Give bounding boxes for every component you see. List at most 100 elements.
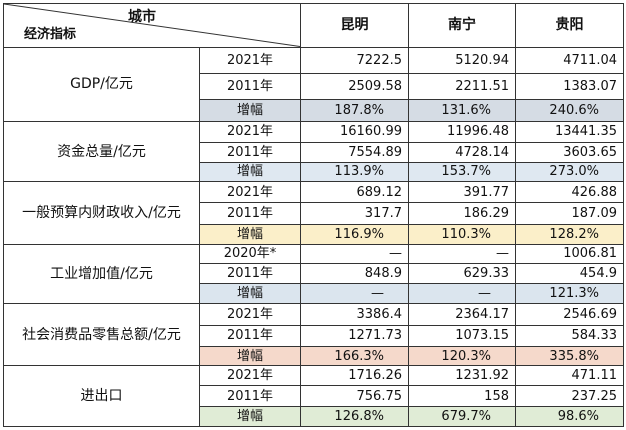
growth-value: 187.8% [300,99,409,123]
value-cell: 584.33 [515,324,624,347]
city-header-guiyang: 贵阳 [515,3,624,48]
year-label: 2011年 [199,262,301,285]
growth-label: 增幅 [199,223,301,245]
table-row: 2011年 1271.73 1073.15 584.33 [4,324,624,347]
value-cell: 756.75 [300,385,409,407]
value-cell: 1006.81 [515,243,624,264]
year-label: 2021年 [199,303,301,326]
year-label: 2011年 [199,324,301,347]
value-cell: 1231.92 [408,365,516,387]
growth-value: 126.8% [300,405,409,428]
year-label: 2011年 [199,202,301,225]
table-row: 2011年 317.7 186.29 187.09 [4,202,624,225]
city-header-kunming: 昆明 [300,3,409,48]
value-cell: 1383.07 [515,72,624,101]
value-cell: 689.12 [300,181,409,204]
indicator-label: 社会消费品零售总额/亿元 [3,303,200,367]
value-cell: 158 [408,385,516,407]
value-cell: 13441.35 [515,121,624,143]
indicator-label: GDP/亿元 [3,46,200,123]
value-cell: 4728.14 [408,141,516,163]
table-row: 工业增加值/亿元 2020年* — —1006.81 [3,243,624,305]
value-cell: — [408,243,516,264]
value-cell: 317.7 [300,202,409,225]
table-row: GDP/亿元 2021年 7222.5 5120.94 4711.04 [3,46,624,123]
growth-label: 增幅 [199,99,301,123]
table-row: 增幅 116.9% 110.3% 128.2% [4,223,624,245]
value-cell: 2509.58 [300,72,409,101]
corner-indicator-label: 经济指标 [24,26,77,42]
value-cell: 1073.15 [408,324,516,347]
value-cell: — [300,243,409,264]
growth-label: 增幅 [199,405,301,428]
growth-label: 增幅 [199,283,301,305]
growth-value: — [300,283,409,305]
value-cell: 391.77 [408,181,516,204]
table-row: 社会消费品零售总额/亿元 2021年 3386.4 2364.17 2546.69 [3,303,624,367]
table-row: 2011年 756.75 158 237.25 [4,385,624,407]
value-cell: 7554.89 [300,141,409,163]
year-label: 2021年 [199,365,301,387]
growth-value: 120.3% [408,345,516,367]
value-cell: 2211.51 [408,72,516,101]
indicator-label: 资金总量/亿元 [3,121,200,183]
table-row: 增幅 187.8% 131.6% 240.6% [4,99,624,123]
growth-value: 110.3% [408,223,516,245]
growth-label: 增幅 [199,345,301,367]
value-cell: 1271.73 [300,324,409,347]
growth-value: 273.0% [515,161,624,183]
indicator-label: 进出口 [3,365,200,427]
growth-value: 153.7% [408,161,516,183]
value-cell: 848.9 [300,262,409,285]
value-cell: 2364.17 [408,303,516,326]
year-label: 2011年 [199,385,301,407]
year-label: 2021年 [199,46,301,74]
growth-label: 增幅 [199,161,301,183]
growth-value: 98.6% [515,405,624,428]
growth-value: 121.3% [515,283,624,305]
table-row: 2011年 7554.89 4728.14 3603.65 [4,141,624,163]
value-cell: 237.25 [515,385,624,407]
value-cell: 3386.4 [300,303,409,326]
growth-value: 240.6% [515,99,624,123]
table-row: 一般预算内财政收入/亿元 2021年 689.12 391.77 426.88 [3,181,624,245]
value-cell: 2546.69 [515,303,624,326]
value-cell: 187.09 [515,202,624,225]
growth-value: 113.9% [300,161,409,183]
year-label: 2021年 [199,121,301,143]
table-row: 增幅 126.8% 679.7% 98.6% [4,405,624,428]
table-row: 增幅 166.3% 120.3% 335.8% [4,345,624,367]
economic-indicator-table: 城市 经济指标 昆明 南宁 贵阳 GDP/亿元 2021年 7222.5 5120.9… [3,3,624,428]
corner-header-cell: 城市 经济指标 [3,3,301,48]
value-cell: 16160.99 [300,121,409,143]
value-cell: 11996.48 [408,121,516,143]
value-cell: 1716.26 [300,365,409,387]
growth-value: 116.9% [300,223,409,245]
table-row: 2011年 2509.58 2211.51 1383.07 [4,72,624,101]
year-label: 2011年 [199,141,301,163]
corner-city-label: 城市 [128,9,156,25]
growth-value: 131.6% [408,99,516,123]
indicator-label: 工业增加值/亿元 [3,243,200,305]
value-cell: 471.11 [515,365,624,387]
growth-value: 128.2% [515,223,624,245]
value-cell: 3603.65 [515,141,624,163]
value-cell: 454.9 [515,262,624,285]
table-row: 进出口 2021年 1716.26 1231.92 471.11 [3,365,624,427]
growth-value: — [408,283,516,305]
growth-value: 166.3% [300,345,409,367]
year-label: 2011年 [199,72,301,101]
growth-value: 335.8% [515,345,624,367]
value-cell: 186.29 [408,202,516,225]
value-cell: 4711.04 [515,46,624,74]
city-header-nanning: 南宁 [408,3,516,48]
diagonal-divider-icon [4,4,300,47]
year-label: 2021年 [199,181,301,204]
table-row: 增幅 113.9% 153.7% 273.0% [4,161,624,183]
table-row: 资金总量/亿元 2021年 16160.99 11996.48 13441.35 [3,121,624,183]
growth-value: 679.7% [408,405,516,428]
value-cell: 426.88 [515,181,624,204]
table-row: 增幅 — —121.3% [4,283,624,305]
value-cell: 629.33 [408,262,516,285]
value-cell: 5120.94 [408,46,516,74]
